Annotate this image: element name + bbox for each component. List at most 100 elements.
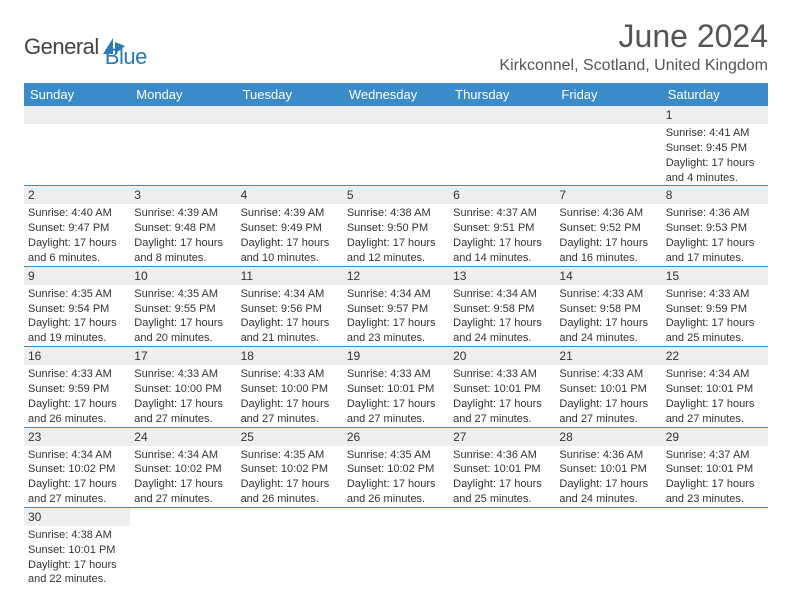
month-title: June 2024 <box>499 18 768 55</box>
sun-info: Sunrise: 4:33 AMSunset: 10:00 PMDaylight… <box>237 365 343 426</box>
weekday-header: Thursday <box>449 83 555 106</box>
calendar-day-cell: 29Sunrise: 4:37 AMSunset: 10:01 PMDaylig… <box>662 427 768 507</box>
sun-info: Sunrise: 4:34 AMSunset: 10:02 PMDaylight… <box>130 446 236 507</box>
day-number: 9 <box>24 267 130 285</box>
calendar-day-cell: 17Sunrise: 4:33 AMSunset: 10:00 PMDaylig… <box>130 347 236 427</box>
calendar-day-cell <box>449 106 555 186</box>
day-number: 20 <box>449 347 555 365</box>
sun-info: Sunrise: 4:34 AMSunset: 10:02 PMDaylight… <box>24 446 130 507</box>
day-number: 23 <box>24 428 130 446</box>
day-number: 3 <box>130 186 236 204</box>
calendar-day-cell: 7Sunrise: 4:36 AMSunset: 9:52 PMDaylight… <box>555 186 661 266</box>
calendar-day-cell: 27Sunrise: 4:36 AMSunset: 10:01 PMDaylig… <box>449 427 555 507</box>
calendar-day-cell: 1Sunrise: 4:41 AMSunset: 9:45 PMDaylight… <box>662 106 768 186</box>
calendar-week-row: 2Sunrise: 4:40 AMSunset: 9:47 PMDaylight… <box>24 186 768 266</box>
calendar-day-cell: 16Sunrise: 4:33 AMSunset: 9:59 PMDayligh… <box>24 347 130 427</box>
day-number: 4 <box>237 186 343 204</box>
calendar-day-cell <box>662 507 768 587</box>
sun-info: Sunrise: 4:34 AMSunset: 9:58 PMDaylight:… <box>449 285 555 346</box>
weekday-header: Wednesday <box>343 83 449 106</box>
calendar-day-cell: 28Sunrise: 4:36 AMSunset: 10:01 PMDaylig… <box>555 427 661 507</box>
daynum-empty <box>24 106 130 124</box>
day-number: 25 <box>237 428 343 446</box>
weekday-header: Sunday <box>24 83 130 106</box>
day-number: 24 <box>130 428 236 446</box>
logo-text-blue: Blue <box>105 44 147 69</box>
calendar-day-cell <box>24 106 130 186</box>
calendar-day-cell: 10Sunrise: 4:35 AMSunset: 9:55 PMDayligh… <box>130 266 236 346</box>
calendar-day-cell: 25Sunrise: 4:35 AMSunset: 10:02 PMDaylig… <box>237 427 343 507</box>
sun-info: Sunrise: 4:35 AMSunset: 9:55 PMDaylight:… <box>130 285 236 346</box>
calendar-day-cell: 21Sunrise: 4:33 AMSunset: 10:01 PMDaylig… <box>555 347 661 427</box>
calendar-day-cell: 18Sunrise: 4:33 AMSunset: 10:00 PMDaylig… <box>237 347 343 427</box>
sun-info: Sunrise: 4:37 AMSunset: 9:51 PMDaylight:… <box>449 204 555 265</box>
sun-info: Sunrise: 4:33 AMSunset: 9:58 PMDaylight:… <box>555 285 661 346</box>
day-number: 17 <box>130 347 236 365</box>
calendar-day-cell <box>130 507 236 587</box>
calendar-day-cell: 2Sunrise: 4:40 AMSunset: 9:47 PMDaylight… <box>24 186 130 266</box>
sun-info: Sunrise: 4:41 AMSunset: 9:45 PMDaylight:… <box>662 124 768 185</box>
calendar-day-cell <box>343 507 449 587</box>
location: Kirkconnel, Scotland, United Kingdom <box>499 57 768 75</box>
sun-info: Sunrise: 4:39 AMSunset: 9:48 PMDaylight:… <box>130 204 236 265</box>
daynum-empty <box>130 106 236 124</box>
calendar-day-cell: 5Sunrise: 4:38 AMSunset: 9:50 PMDaylight… <box>343 186 449 266</box>
calendar-day-cell: 20Sunrise: 4:33 AMSunset: 10:01 PMDaylig… <box>449 347 555 427</box>
calendar-day-cell <box>130 106 236 186</box>
day-number: 27 <box>449 428 555 446</box>
calendar-week-row: 9Sunrise: 4:35 AMSunset: 9:54 PMDaylight… <box>24 266 768 346</box>
calendar-day-cell <box>237 507 343 587</box>
calendar-week-row: 30Sunrise: 4:38 AMSunset: 10:01 PMDaylig… <box>24 507 768 587</box>
calendar-week-row: 23Sunrise: 4:34 AMSunset: 10:02 PMDaylig… <box>24 427 768 507</box>
day-number: 7 <box>555 186 661 204</box>
day-number: 14 <box>555 267 661 285</box>
calendar-week-row: 1Sunrise: 4:41 AMSunset: 9:45 PMDaylight… <box>24 106 768 186</box>
day-number: 16 <box>24 347 130 365</box>
calendar-day-cell: 22Sunrise: 4:34 AMSunset: 10:01 PMDaylig… <box>662 347 768 427</box>
sun-info: Sunrise: 4:39 AMSunset: 9:49 PMDaylight:… <box>237 204 343 265</box>
calendar-day-cell: 11Sunrise: 4:34 AMSunset: 9:56 PMDayligh… <box>237 266 343 346</box>
day-number: 15 <box>662 267 768 285</box>
calendar-day-cell: 30Sunrise: 4:38 AMSunset: 10:01 PMDaylig… <box>24 507 130 587</box>
calendar-day-cell: 12Sunrise: 4:34 AMSunset: 9:57 PMDayligh… <box>343 266 449 346</box>
sun-info: Sunrise: 4:33 AMSunset: 9:59 PMDaylight:… <box>662 285 768 346</box>
calendar-day-cell <box>237 106 343 186</box>
calendar-day-cell: 6Sunrise: 4:37 AMSunset: 9:51 PMDaylight… <box>449 186 555 266</box>
day-number: 13 <box>449 267 555 285</box>
day-number: 21 <box>555 347 661 365</box>
sun-info: Sunrise: 4:33 AMSunset: 10:01 PMDaylight… <box>449 365 555 426</box>
calendar-week-row: 16Sunrise: 4:33 AMSunset: 9:59 PMDayligh… <box>24 347 768 427</box>
sun-info: Sunrise: 4:36 AMSunset: 10:01 PMDaylight… <box>555 446 661 507</box>
sun-info: Sunrise: 4:36 AMSunset: 10:01 PMDaylight… <box>449 446 555 507</box>
calendar-day-cell: 13Sunrise: 4:34 AMSunset: 9:58 PMDayligh… <box>449 266 555 346</box>
daynum-empty <box>237 106 343 124</box>
daynum-empty <box>555 106 661 124</box>
sun-info: Sunrise: 4:34 AMSunset: 9:56 PMDaylight:… <box>237 285 343 346</box>
sun-info: Sunrise: 4:33 AMSunset: 10:01 PMDaylight… <box>343 365 449 426</box>
day-number: 1 <box>662 106 768 124</box>
sun-info: Sunrise: 4:35 AMSunset: 10:02 PMDaylight… <box>237 446 343 507</box>
sun-info: Sunrise: 4:33 AMSunset: 10:00 PMDaylight… <box>130 365 236 426</box>
sun-info: Sunrise: 4:35 AMSunset: 9:54 PMDaylight:… <box>24 285 130 346</box>
calendar-day-cell <box>555 507 661 587</box>
sun-info: Sunrise: 4:40 AMSunset: 9:47 PMDaylight:… <box>24 204 130 265</box>
day-number: 19 <box>343 347 449 365</box>
weekday-header: Tuesday <box>237 83 343 106</box>
logo: General Blue <box>24 24 147 70</box>
sun-info: Sunrise: 4:35 AMSunset: 10:02 PMDaylight… <box>343 446 449 507</box>
sun-info: Sunrise: 4:38 AMSunset: 10:01 PMDaylight… <box>24 526 130 587</box>
day-number: 6 <box>449 186 555 204</box>
sun-info: Sunrise: 4:37 AMSunset: 10:01 PMDaylight… <box>662 446 768 507</box>
day-number: 29 <box>662 428 768 446</box>
day-number: 18 <box>237 347 343 365</box>
sun-info: Sunrise: 4:34 AMSunset: 10:01 PMDaylight… <box>662 365 768 426</box>
calendar-day-cell: 4Sunrise: 4:39 AMSunset: 9:49 PMDaylight… <box>237 186 343 266</box>
calendar-day-cell: 23Sunrise: 4:34 AMSunset: 10:02 PMDaylig… <box>24 427 130 507</box>
day-number: 30 <box>24 508 130 526</box>
day-number: 28 <box>555 428 661 446</box>
day-number: 11 <box>237 267 343 285</box>
day-number: 12 <box>343 267 449 285</box>
calendar-day-cell: 26Sunrise: 4:35 AMSunset: 10:02 PMDaylig… <box>343 427 449 507</box>
calendar-day-cell: 8Sunrise: 4:36 AMSunset: 9:53 PMDaylight… <box>662 186 768 266</box>
calendar-day-cell <box>343 106 449 186</box>
